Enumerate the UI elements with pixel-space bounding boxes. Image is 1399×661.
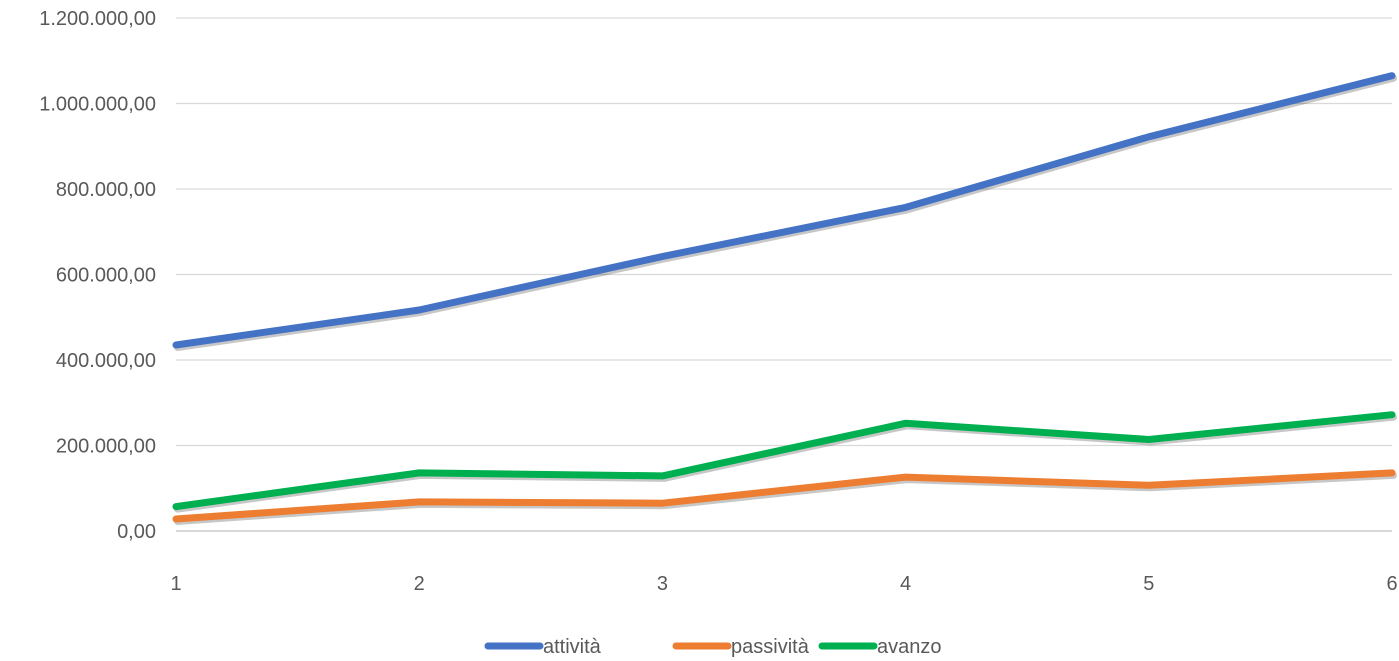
series-line-passività (172, 469, 1396, 523)
x-tick-label: 5 (1143, 573, 1154, 595)
y-axis-tick-labels: 0,00 200.000,00 400.000,00 600.000,00 800.00… (39, 8, 156, 543)
y-tick-label: 400.000,00 (56, 350, 156, 372)
legend: attività passività avanzo (484, 636, 942, 658)
x-tick-label: 3 (657, 573, 668, 595)
legend-label: attività (543, 636, 602, 658)
y-tick-label: 1.000.000,00 (39, 94, 156, 116)
series-line-avanzo (172, 411, 1396, 511)
legend-item: attività (484, 636, 602, 658)
x-axis-tick-labels: 1 2 3 4 5 6 (170, 573, 1397, 595)
legend-item: passività (672, 636, 810, 658)
y-tick-label: 200.000,00 (56, 436, 156, 458)
series-line-attività (172, 72, 1396, 349)
y-tick-label: 800.000,00 (56, 179, 156, 201)
x-tick-label: 6 (1386, 573, 1397, 595)
x-tick-label: 2 (414, 573, 425, 595)
x-tick-label: 4 (900, 573, 911, 595)
y-tick-label: 0,00 (117, 521, 156, 543)
x-tick-label: 1 (170, 573, 181, 595)
gridlines (176, 17, 1392, 532)
legend-label: passività (731, 636, 810, 658)
series-lines (172, 72, 1397, 525)
legend-item: avanzo (818, 636, 942, 658)
y-tick-label: 1.200.000,00 (39, 8, 156, 30)
y-tick-label: 600.000,00 (56, 265, 156, 287)
legend-label: avanzo (877, 636, 942, 658)
